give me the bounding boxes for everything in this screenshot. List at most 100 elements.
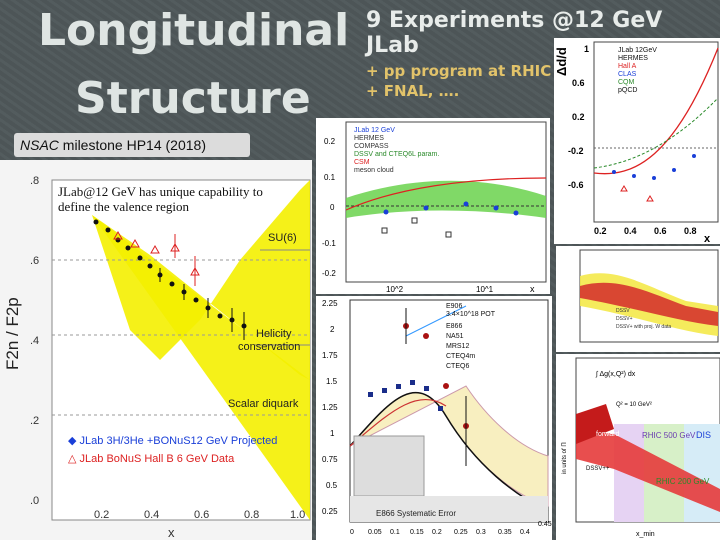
dd-legend-1: HERMES bbox=[618, 55, 648, 62]
dd-ytick-0: 1 bbox=[584, 44, 589, 54]
dssv-integral-band bbox=[576, 429, 720, 512]
e906-ytick-8: 0.25 bbox=[322, 507, 338, 516]
e906-xtick-4: 0.2 bbox=[432, 529, 442, 536]
ytick-0: .8 bbox=[30, 175, 39, 187]
asym-ytick-3: -0.1 bbox=[322, 239, 336, 248]
e906-legend-2: E866 bbox=[446, 323, 462, 330]
integral-ylabel: in units of Π bbox=[562, 442, 568, 474]
dd-xtick-0: 0.2 bbox=[594, 226, 607, 236]
e906-ytick-7: 0.5 bbox=[326, 481, 338, 490]
e906-plot: E906 3.4×10^18 POT E866 NA51 MRS12 CTEQ4… bbox=[316, 296, 552, 540]
feynman-diagram-inset bbox=[353, 435, 425, 497]
e906-xtick-8: 0.4 bbox=[520, 529, 530, 536]
dd-xtick-1: 0.4 bbox=[624, 226, 637, 236]
e906-ytick-6: 0.75 bbox=[322, 455, 338, 464]
asym-xtick-0: 10^2 bbox=[386, 285, 404, 294]
bullet-fnal: + FNAL, …. bbox=[366, 82, 460, 100]
helicity-label-2: conservation bbox=[238, 341, 301, 353]
slide-headline: 9 Experiments @12 GeV JLab bbox=[366, 8, 663, 58]
e906-ytick-2: 1.75 bbox=[322, 351, 338, 360]
ytick-4: .0 bbox=[30, 495, 39, 507]
main-ratio-plot-svg: .8 .6 .4 .2 .0 0.2 0.4 0.6 0.8 1.0 x F2n… bbox=[3, 175, 311, 540]
milestone-banner: NSAC milestone HP14 (2018) bbox=[14, 133, 250, 157]
dd-legend-2: Hall A bbox=[618, 63, 637, 70]
asym-legend-5: meson cloud bbox=[354, 167, 394, 174]
ubar-plot: DSSV DSSV+ DSSV+ with proj. W data bbox=[556, 246, 720, 352]
dd-ytick-2: 0.2 bbox=[572, 112, 585, 122]
e906-xtick-6: 0.3 bbox=[476, 529, 486, 536]
asym-ytick-2: 0 bbox=[330, 203, 335, 212]
e906-footer: E866 Systematic Error bbox=[376, 509, 456, 518]
legend-triangle-icon: △ bbox=[68, 453, 77, 465]
xtick-2: 0.6 bbox=[194, 509, 209, 521]
e906-xtick-2: 0.1 bbox=[390, 529, 400, 536]
e906-ytick-4: 1.25 bbox=[322, 403, 338, 412]
dd-legend-0: JLab 12GeV bbox=[618, 47, 657, 54]
mrs-curve bbox=[349, 392, 549, 512]
integral-plot: ∫ Δg(x,Q²) dx Q² = 10 GeV² in units of Π… bbox=[556, 354, 720, 540]
forward-label: forward bbox=[596, 431, 619, 438]
delta-d-plot-svg: JLab 12GeV HERMES Hall A CLAS CQM pQCD Δ… bbox=[554, 41, 719, 244]
e906-trend-line bbox=[405, 305, 467, 337]
dd-legend-3: CLAS bbox=[618, 71, 637, 78]
xtick-3: 0.8 bbox=[244, 509, 259, 521]
data-points bbox=[93, 219, 247, 340]
y-axis-label: F2n / F2p bbox=[3, 297, 22, 370]
dd-legend-4: CQM bbox=[618, 79, 635, 86]
milestone-prefix: NSAC bbox=[20, 137, 59, 153]
rhic200-label: RHIC 200 GeV bbox=[656, 477, 710, 486]
dd-xtick-3: 0.8 bbox=[684, 226, 697, 236]
e906-ytick-3: 1.5 bbox=[326, 377, 338, 386]
ubar-plot-svg: DSSV DSSV+ DSSV+ with proj. W data bbox=[579, 249, 719, 343]
e906-ytick-1: 2 bbox=[330, 325, 335, 334]
e906-legend-1: 3.4×10^18 POT bbox=[446, 311, 496, 318]
uncertainty-band bbox=[92, 180, 310, 380]
delta-d-plot: JLab 12GeV HERMES Hall A CLAS CQM pQCD Δ… bbox=[554, 38, 720, 244]
integral-xlabel: x_min bbox=[636, 531, 655, 538]
legend-bonus-projected: +BONuS12 GeV Projected bbox=[146, 435, 278, 447]
helicity-label-1: Helicity bbox=[256, 328, 292, 340]
e906-plot-svg: E906 3.4×10^18 POT E866 NA51 MRS12 CTEQ4… bbox=[322, 299, 552, 536]
e906-xtick-3: 0.15 bbox=[410, 529, 424, 536]
asym-legend-2: COMPASS bbox=[354, 143, 389, 150]
asym-legend-0: JLab 12 GeV bbox=[354, 127, 395, 134]
asym-xtick-1: 10^1 bbox=[476, 285, 494, 294]
dd-xtick-2: 0.6 bbox=[654, 226, 667, 236]
dd-ytick-4: -0.6 bbox=[568, 180, 584, 190]
integral-plot-svg: ∫ Δg(x,Q²) dx Q² = 10 GeV² in units of Π… bbox=[562, 357, 720, 538]
asym-legend-3: DSSV and CTEQ6L param. bbox=[354, 151, 439, 158]
e906-legend-5: CTEQ4m bbox=[446, 353, 475, 360]
asym-ytick-0: 0.2 bbox=[324, 137, 336, 146]
asym-ytick-1: 0.1 bbox=[324, 173, 336, 182]
ubar-label-1: DSSV+ bbox=[616, 316, 633, 322]
ytick-2: .4 bbox=[30, 335, 39, 347]
legend-3h-label: 3H/3He bbox=[106, 435, 144, 447]
e906-legend-4: MRS12 bbox=[446, 343, 469, 350]
slide-title-line1: Longitudinal bbox=[38, 5, 350, 56]
asym-ytick-4: -0.2 bbox=[322, 269, 336, 278]
legend-jlab-3h: ◆ JLab 3H/3He +BONuS12 GeV Projected bbox=[68, 434, 277, 447]
xtick-4: 1.0 bbox=[290, 509, 305, 521]
x-axis-label: x bbox=[168, 525, 175, 540]
uncertainty-band-lower bbox=[92, 215, 310, 520]
bullet-rhic: + pp program at RHIC bbox=[366, 62, 552, 80]
milestone-text: milestone HP14 (2018) bbox=[58, 137, 206, 153]
pqcd-curve bbox=[593, 47, 719, 175]
e906-xtick-1: 0.05 bbox=[368, 529, 382, 536]
ytick-1: .6 bbox=[30, 255, 39, 267]
e906-legend-3: NA51 bbox=[446, 333, 464, 340]
e906-legend-0: E906 bbox=[446, 303, 462, 310]
asym-legend-4: CSM bbox=[354, 159, 370, 166]
e906-xtick-0: 0 bbox=[350, 529, 354, 536]
dd-ytick-1: 0.6 bbox=[572, 78, 585, 88]
asym-xlabel: x bbox=[530, 284, 535, 294]
csm-curve bbox=[345, 177, 547, 211]
dd-ylabel: Δd/d bbox=[554, 47, 569, 76]
e906-xtick-7: 0.35 bbox=[498, 529, 512, 536]
integral-q2: Q² = 10 GeV² bbox=[616, 402, 652, 408]
dssv-integral-label: DSSV++ bbox=[586, 466, 610, 472]
ytick-3: .2 bbox=[30, 415, 39, 427]
diquark-label: Scalar diquark bbox=[228, 398, 299, 410]
legend-bonus-data: △ JLab BoNuS Hall B 6 GeV Data bbox=[68, 452, 234, 465]
e906-xtick-5: 0.25 bbox=[454, 529, 468, 536]
